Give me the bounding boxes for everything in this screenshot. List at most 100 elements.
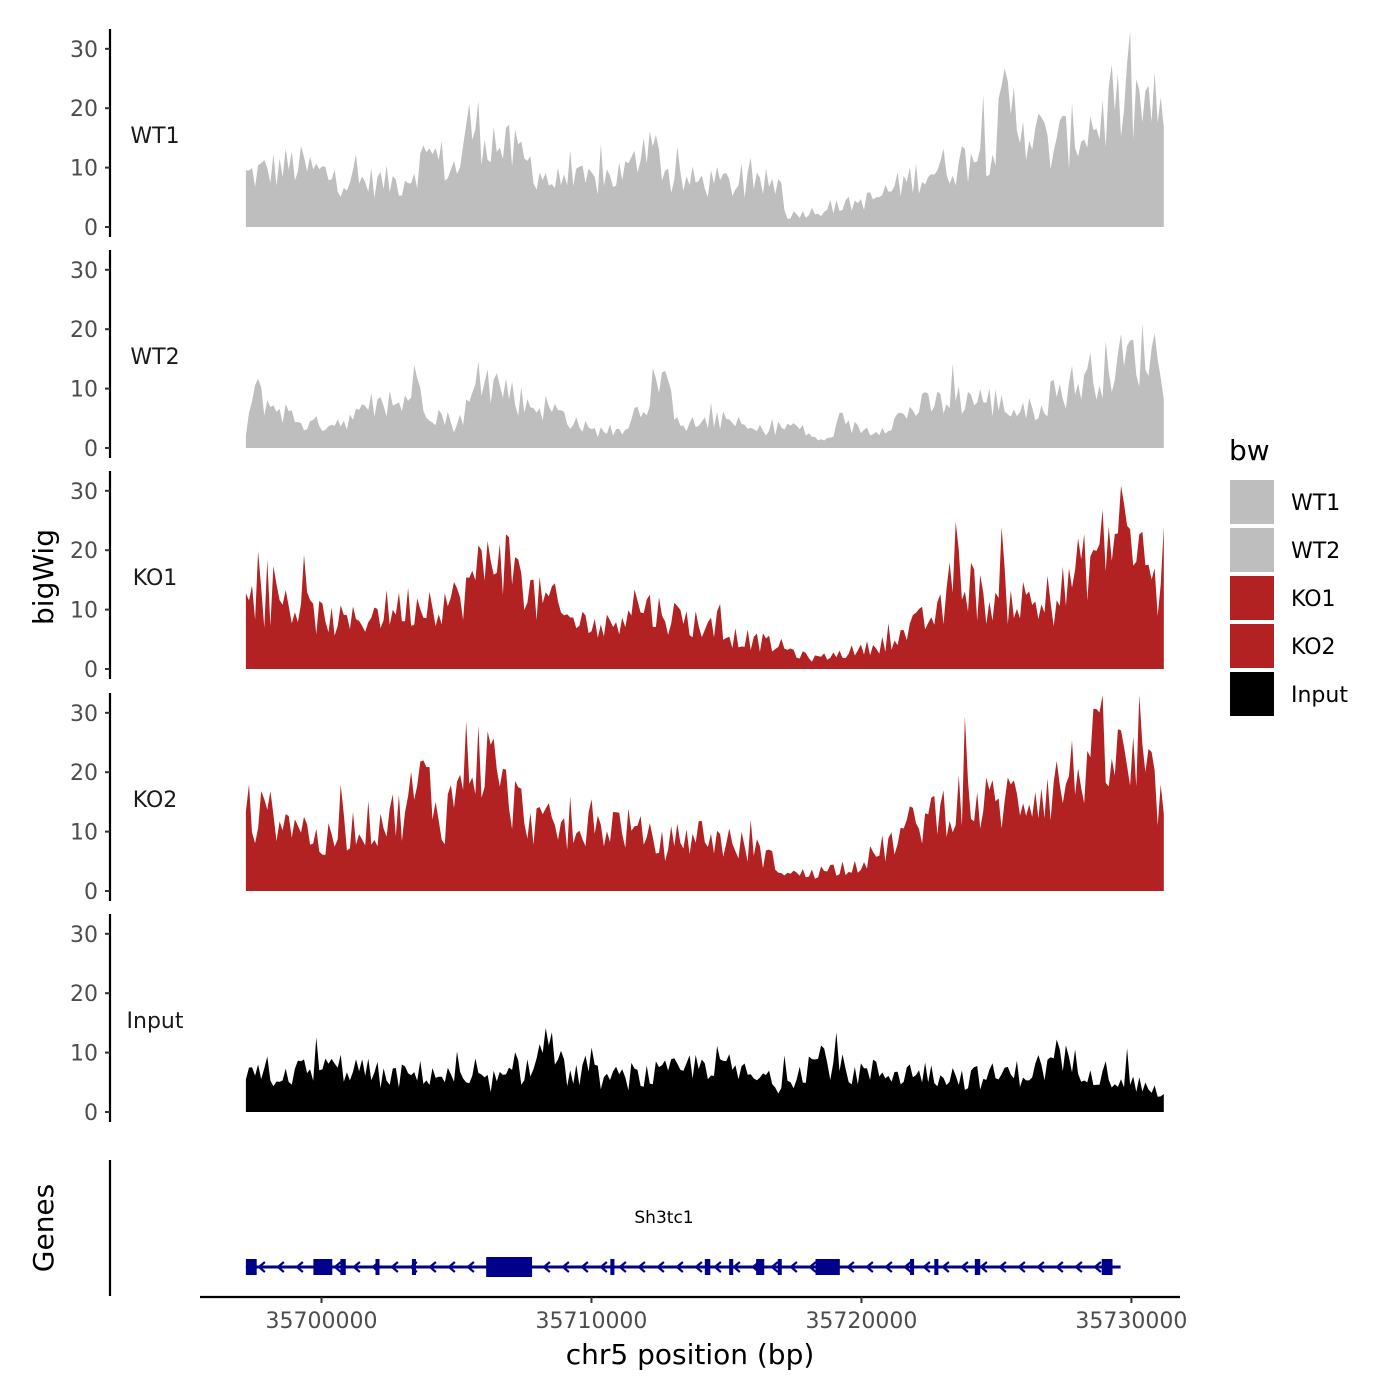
strand-arrow — [637, 1261, 646, 1273]
legend-label-input: Input — [1291, 683, 1348, 708]
coverage-area-wt1 — [245, 31, 1164, 227]
y-tick-label: 10 — [70, 599, 98, 624]
track-label: KO2 — [133, 788, 178, 813]
y-tick-label: 20 — [70, 539, 98, 564]
strand-arrow — [960, 1261, 969, 1273]
y-tick-label: 30 — [70, 259, 98, 284]
strand-arrow — [694, 1261, 703, 1273]
gene-exon — [910, 1259, 915, 1275]
strand-arrow — [732, 1261, 741, 1273]
strand-arrow — [295, 1261, 304, 1273]
legend-title: bw — [1229, 434, 1270, 467]
y-tick-label: 20 — [70, 97, 98, 122]
y-tick-label: 20 — [70, 318, 98, 343]
strand-arrow — [675, 1261, 684, 1273]
strand-arrow — [599, 1261, 608, 1273]
legend-key-ko1 — [1230, 576, 1274, 620]
gene-track-y-title: Genes — [27, 1184, 60, 1272]
x-tick-label: 35730000 — [1075, 1309, 1187, 1334]
gene-exon — [610, 1259, 615, 1275]
gene-exon — [486, 1257, 533, 1277]
track-label: WT2 — [130, 345, 179, 370]
track-input: 0 10 20 30 Input — [70, 914, 1164, 1126]
strand-arrow — [998, 1261, 1007, 1273]
y-tick-label: 30 — [70, 923, 98, 948]
gene-exon — [340, 1259, 346, 1275]
track-ko1: 0 10 20 30 KO1 — [70, 471, 1164, 683]
x-axis: 35700000 35710000 35720000 35730000 — [200, 1295, 1187, 1334]
coverage-area-input — [245, 1028, 1164, 1112]
strand-arrow — [447, 1261, 456, 1273]
strand-arrow — [770, 1261, 779, 1273]
legend-label-ko2: KO2 — [1291, 635, 1336, 660]
strand-arrow — [542, 1261, 551, 1273]
gene-exon — [245, 1259, 257, 1275]
y-axis-title: bigWig — [27, 529, 60, 625]
legend-key-input — [1230, 672, 1274, 716]
coverage-area-wt2 — [245, 323, 1164, 448]
legend-key-ko2 — [1230, 624, 1274, 668]
legend-key-wt2 — [1230, 528, 1274, 572]
coverage-area-ko2 — [245, 695, 1164, 891]
strand-arrow — [903, 1261, 912, 1273]
strand-arrow — [884, 1261, 893, 1273]
y-tick-label: 10 — [70, 1042, 98, 1067]
y-tick-label: 10 — [70, 378, 98, 403]
y-tick-label: 0 — [84, 216, 98, 241]
y-tick-label: 30 — [70, 480, 98, 505]
strand-arrow — [713, 1261, 722, 1273]
gene-exon — [934, 1259, 939, 1275]
strand-arrow — [846, 1261, 855, 1273]
strand-arrow — [276, 1261, 285, 1273]
gene-exon — [777, 1259, 782, 1275]
strand-arrow — [352, 1261, 361, 1273]
x-tick-label: 35710000 — [535, 1309, 647, 1334]
y-tick-label: 10 — [70, 821, 98, 846]
coverage-area-ko1 — [245, 485, 1164, 669]
gene-name-label: Sh3tc1 — [634, 1208, 693, 1228]
gene-exon — [729, 1259, 734, 1275]
y-tick-label: 20 — [70, 761, 98, 786]
y-tick-label: 30 — [70, 38, 98, 63]
y-tick-label: 0 — [84, 880, 98, 905]
gene-exon — [815, 1259, 840, 1275]
strand-arrow — [808, 1261, 817, 1273]
track-label: KO1 — [133, 566, 178, 591]
x-axis-title: chr5 position (bp) — [566, 1338, 815, 1371]
legend-key-wt1 — [1230, 480, 1274, 524]
gene-exon — [1101, 1259, 1113, 1275]
legend-label-ko1: KO1 — [1291, 587, 1336, 612]
track-label: WT1 — [130, 124, 179, 149]
gene-exon — [974, 1259, 981, 1275]
strand-arrow — [656, 1261, 665, 1273]
strand-arrow — [1036, 1261, 1045, 1273]
strand-arrow — [618, 1261, 627, 1273]
gene-exon — [704, 1259, 711, 1275]
gene-exon — [313, 1259, 333, 1275]
track-wt1: 0 10 20 30 WT1 — [70, 29, 1164, 241]
track-ko2: 0 10 20 30 KO2 — [70, 693, 1164, 905]
strand-arrow — [1017, 1261, 1026, 1273]
strand-arrow — [979, 1261, 988, 1273]
strand-arrow — [390, 1261, 399, 1273]
strand-arrow — [580, 1261, 589, 1273]
y-tick-label: 30 — [70, 702, 98, 727]
strand-arrow — [561, 1261, 570, 1273]
x-tick-label: 35720000 — [805, 1309, 917, 1334]
y-tick-label: 20 — [70, 982, 98, 1007]
strand-arrow — [428, 1261, 437, 1273]
strand-arrow — [941, 1261, 950, 1273]
strand-arrow — [1055, 1261, 1064, 1273]
strand-arrow — [1093, 1261, 1102, 1273]
y-tick-label: 10 — [70, 157, 98, 182]
x-tick-label: 35700000 — [265, 1309, 377, 1334]
strand-arrow — [865, 1261, 874, 1273]
track-wt2: 0 10 20 30 WT2 — [70, 250, 1164, 462]
strand-arrow — [789, 1261, 798, 1273]
y-tick-label: 0 — [84, 1101, 98, 1126]
y-tick-label: 0 — [84, 437, 98, 462]
strand-arrow — [257, 1261, 266, 1273]
track-label: Input — [127, 1009, 184, 1034]
gene-exon — [411, 1259, 416, 1275]
